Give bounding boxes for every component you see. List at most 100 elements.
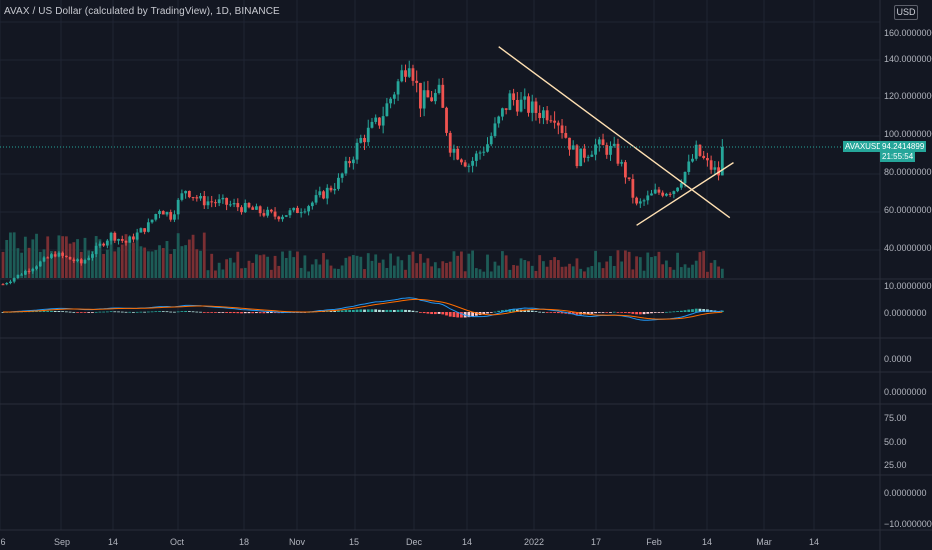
- candle-body: [679, 183, 683, 188]
- price-label: 40.0000000: [884, 243, 932, 253]
- macd-label: 0.0000000: [884, 308, 927, 318]
- volume-bar: [344, 257, 348, 278]
- macd-bar: [348, 310, 352, 312]
- macd-bar: [597, 312, 601, 313]
- volume-bar: [515, 265, 519, 278]
- macd-bar: [113, 311, 117, 313]
- trendlines[interactable]: [498, 46, 734, 226]
- candle-body: [214, 202, 217, 204]
- macd-bar: [98, 311, 102, 313]
- macd-bar: [493, 311, 497, 313]
- candle-body: [497, 116, 501, 124]
- macd-bar: [441, 312, 445, 315]
- candle-body: [180, 193, 184, 200]
- candle-body: [128, 236, 132, 243]
- pane6-label: 0.0000000: [884, 488, 927, 498]
- macd-bar: [542, 311, 545, 313]
- macd-bar: [68, 311, 72, 313]
- volume-bar: [713, 260, 717, 278]
- macd-bar: [150, 311, 154, 313]
- volume-bar: [109, 240, 113, 278]
- macd-bar: [676, 311, 679, 312]
- candle-body: [288, 210, 292, 216]
- candle-body: [266, 209, 270, 216]
- candle-body: [515, 99, 519, 112]
- candle-body: [661, 192, 665, 196]
- volume-bar: [35, 233, 38, 278]
- volume-bar: [672, 269, 676, 278]
- candle-body: [665, 193, 668, 196]
- macd-bar: [594, 312, 597, 314]
- volume-bar: [258, 255, 262, 278]
- currency-button[interactable]: USD: [894, 5, 918, 20]
- candle-body: [161, 211, 165, 215]
- candle-body: [9, 281, 12, 284]
- macd-bar: [38, 311, 42, 312]
- macd-bar: [61, 311, 65, 313]
- symbol-title[interactable]: AVAX / US Dollar (calculated by TradingV…: [4, 6, 280, 17]
- macd-bar: [187, 311, 191, 312]
- macd-bar: [273, 312, 277, 314]
- macd-bar: [430, 312, 434, 315]
- candle-body: [698, 144, 702, 156]
- candle-body: [247, 202, 251, 208]
- volume-bar: [9, 232, 12, 278]
- candle-body: [363, 137, 366, 143]
- volume-bar: [530, 265, 534, 278]
- candle-body: [348, 161, 352, 164]
- candle-body: [370, 121, 374, 128]
- macd-bar: [83, 312, 87, 313]
- volume-bar: [650, 257, 653, 278]
- candle-body: [411, 68, 415, 81]
- volume-bar: [467, 253, 471, 278]
- volume-bar: [135, 237, 139, 278]
- macd-bar: [135, 311, 139, 313]
- candle-body: [385, 103, 389, 117]
- candle-body: [597, 139, 601, 145]
- candle-body: [430, 97, 434, 102]
- candle-body: [135, 232, 139, 240]
- macd-bar: [1, 312, 5, 313]
- candle-body: [195, 197, 199, 199]
- candle-body: [124, 240, 128, 243]
- volume-bar: [605, 261, 609, 278]
- time-label: Mar: [756, 537, 772, 547]
- volume-bar: [273, 255, 277, 278]
- time-label: 18: [238, 537, 250, 547]
- candle-body: [579, 148, 583, 167]
- candle-body: [23, 270, 27, 275]
- macd-bar: [359, 309, 363, 312]
- volume-bar: [221, 269, 225, 278]
- candle-body: [556, 122, 560, 126]
- macd-bar: [214, 312, 217, 313]
- candle-body: [687, 161, 691, 172]
- volume-bar: [691, 264, 694, 278]
- macd-bar: [665, 311, 668, 313]
- candle-body: [668, 193, 672, 195]
- candle-body: [471, 160, 475, 166]
- candle-body: [94, 245, 98, 255]
- macd-bar: [527, 310, 530, 312]
- macd-bar: [691, 309, 694, 312]
- macd-bar: [195, 311, 199, 313]
- volume-bar: [575, 258, 579, 278]
- volume-bar: [638, 257, 642, 278]
- candle-body: [255, 206, 258, 210]
- macd-bar: [489, 312, 493, 313]
- candle-body: [243, 202, 247, 213]
- candle-body: [91, 254, 94, 258]
- volume-bar: [318, 264, 322, 278]
- volume-bar: [653, 256, 657, 278]
- volume-bar: [553, 257, 556, 278]
- candle-body: [150, 219, 154, 223]
- macd-bar: [236, 312, 240, 314]
- candle-body: [217, 199, 221, 204]
- macd-bar: [638, 312, 642, 315]
- candle-body: [676, 187, 679, 192]
- candle-body: [154, 214, 158, 220]
- candle-body: [333, 188, 337, 191]
- volume-bar: [392, 265, 396, 278]
- macd-bar: [679, 310, 683, 312]
- time-label: Feb: [646, 537, 662, 547]
